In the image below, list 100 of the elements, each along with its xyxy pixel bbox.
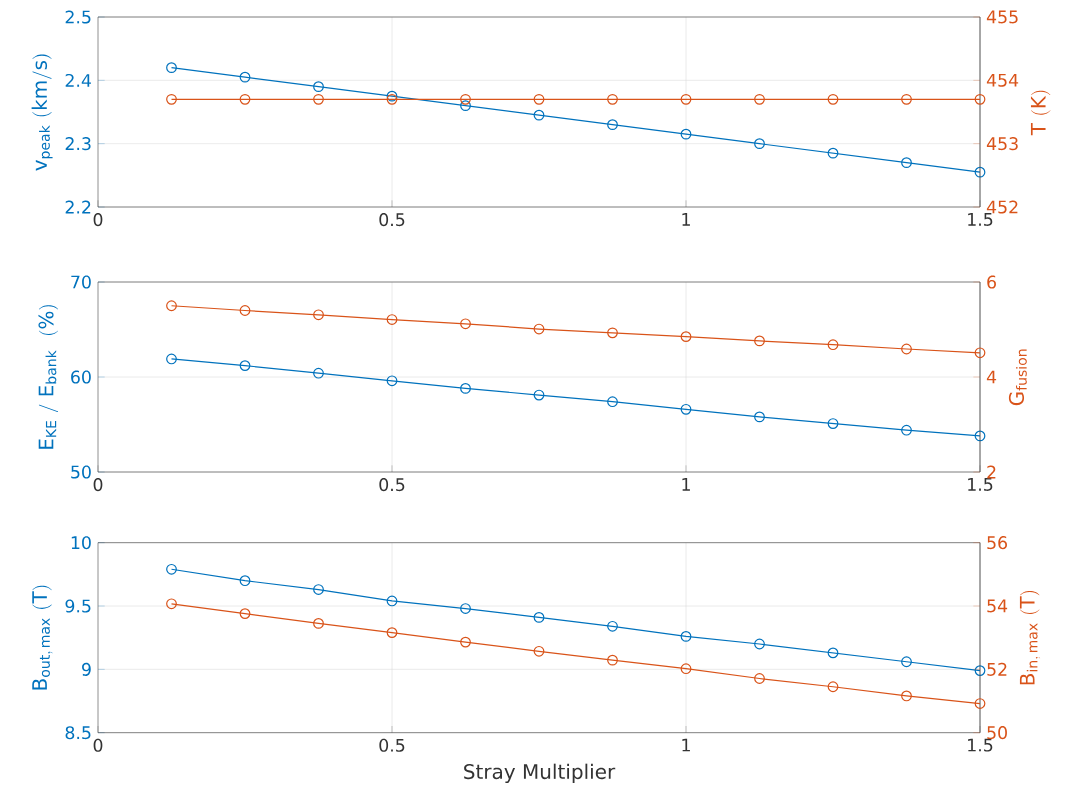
- x-tick-label: 1.5: [968, 213, 993, 226]
- point: [901, 343, 912, 355]
- y2-tick-label: 52: [987, 662, 1007, 676]
- point: [607, 327, 618, 339]
- point: [974, 166, 986, 178]
- x-tick-label: 1: [682, 213, 690, 226]
- point: [533, 323, 545, 335]
- point: [166, 563, 177, 575]
- point: [901, 690, 912, 702]
- point: [313, 618, 324, 629]
- point: [754, 673, 765, 684]
- point: [607, 654, 618, 666]
- y-tick-label: 2.3: [65, 137, 91, 151]
- y2-tick-label: 452: [986, 200, 1018, 214]
- point: [166, 300, 177, 312]
- point: [827, 681, 839, 693]
- point: [166, 62, 177, 74]
- point: [974, 665, 986, 677]
- point: [313, 367, 324, 379]
- point: [460, 100, 471, 112]
- point: [754, 138, 765, 150]
- point: [974, 347, 986, 359]
- y-axis-title: $\mathrm{E_{KE}\ /\ E_{bank}\ \ (\%)}$: [38, 305, 59, 449]
- x-tick-label: 0: [93, 738, 103, 752]
- y-tick-label: 50: [71, 465, 91, 479]
- y2-tick-label: 455: [986, 10, 1018, 24]
- y2-axis-title: $\mathrm{B_{in,\,max}\ (T)}$: [1019, 590, 1041, 685]
- point: [166, 353, 177, 365]
- x-tick-label: 0.5: [379, 738, 405, 752]
- y2-tick-label: 4: [986, 370, 997, 384]
- point: [533, 389, 545, 401]
- point: [533, 109, 545, 121]
- point: [460, 318, 471, 330]
- point: [680, 631, 692, 642]
- point: [386, 627, 398, 638]
- x-tick-label: 1.5: [968, 478, 993, 491]
- x-tick-label: 1.5: [968, 738, 993, 752]
- point: [974, 430, 986, 442]
- y-axis-title: $\mathrm{v_{peak}\ (km/s)}$: [31, 54, 53, 171]
- y2-tick-label: 2: [987, 465, 996, 479]
- x-tick-label: 0.5: [379, 213, 405, 227]
- point: [460, 636, 471, 648]
- point: [239, 360, 251, 372]
- y-tick-label: 9: [82, 662, 91, 676]
- x-tick-label: 1: [682, 738, 690, 752]
- point: [313, 309, 324, 321]
- y-tick-label: 70: [71, 275, 91, 289]
- point: [901, 424, 912, 436]
- y-tick-label: 9.5: [65, 599, 91, 613]
- y2-axis-title: $\mathrm{T\ (K)}$: [1030, 90, 1051, 136]
- y2-tick-label: 50: [987, 726, 1007, 740]
- y-tick-label: 10: [71, 536, 91, 550]
- y-tick-label: 60: [71, 370, 91, 384]
- point: [754, 411, 765, 423]
- y2-tick-label: 454: [986, 73, 1019, 87]
- point: [607, 396, 618, 408]
- point: [901, 656, 912, 668]
- point: [901, 157, 912, 169]
- point: [607, 620, 618, 632]
- point: [974, 698, 986, 709]
- y2-axis-title: $\mathrm{G_{fusion}}$: [1008, 349, 1027, 406]
- y-tick-label: 2.5: [65, 10, 91, 24]
- point: [533, 645, 545, 657]
- point: [754, 335, 765, 347]
- y2-tick-label: 56: [987, 536, 1008, 550]
- y-tick-label: 2.4: [65, 73, 91, 87]
- point: [313, 584, 324, 595]
- x-axis-title: Stray Multiplier: [464, 763, 616, 784]
- point: [386, 314, 398, 325]
- point: [680, 331, 692, 343]
- y-tick-label: 8.5: [65, 726, 91, 740]
- point: [239, 608, 251, 620]
- point: [239, 71, 251, 83]
- x-tick-label: 1: [682, 478, 690, 491]
- point: [386, 595, 398, 607]
- point: [680, 663, 692, 675]
- point: [533, 612, 545, 623]
- x-tick-label: 0: [93, 478, 103, 492]
- point: [827, 647, 839, 659]
- point: [827, 147, 839, 159]
- point: [239, 305, 251, 316]
- y2-tick-label: 453: [986, 137, 1018, 151]
- y2-tick-label: 6: [987, 275, 996, 289]
- point: [460, 603, 471, 614]
- y2-tick-label: 54: [987, 599, 1008, 613]
- point: [680, 128, 692, 140]
- x-tick-label: 0: [93, 213, 103, 227]
- y-axis-title: $\mathrm{B_{out,\,max}\ (T)}$: [32, 585, 53, 690]
- point: [239, 575, 251, 587]
- point: [680, 403, 692, 415]
- point: [607, 119, 618, 131]
- point: [386, 375, 398, 387]
- y-tick-label: 2.2: [65, 200, 91, 214]
- point: [313, 81, 324, 93]
- point: [166, 598, 177, 610]
- point: [827, 418, 839, 429]
- point: [754, 638, 765, 650]
- point: [827, 339, 839, 351]
- x-tick-label: 0.5: [379, 478, 405, 492]
- point: [460, 383, 471, 394]
